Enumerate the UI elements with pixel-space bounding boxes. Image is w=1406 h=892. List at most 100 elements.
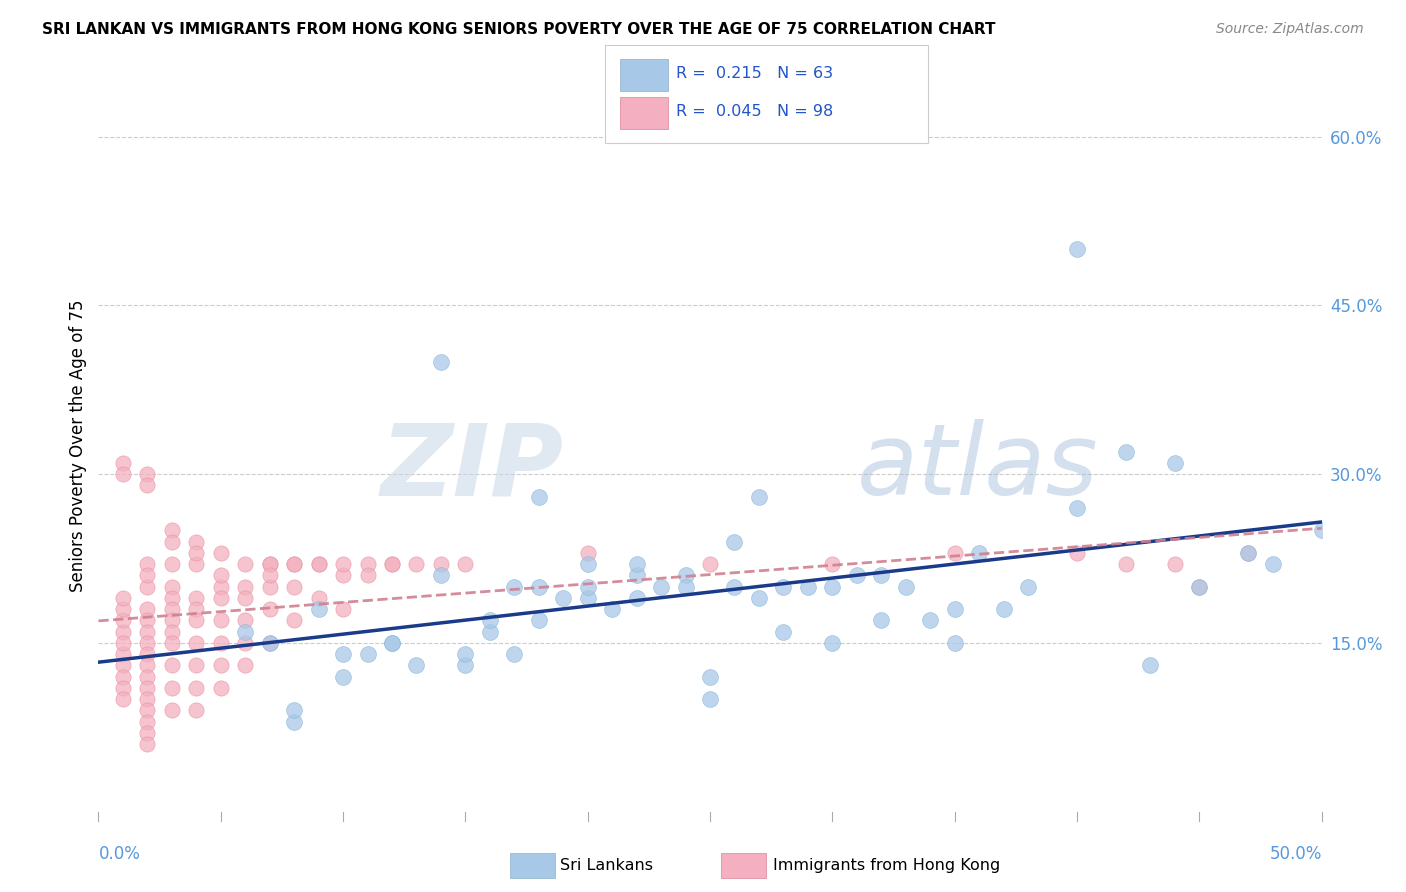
Point xyxy=(233,591,256,605)
Point xyxy=(209,658,232,673)
Point xyxy=(186,614,208,628)
Point xyxy=(111,624,134,639)
Point xyxy=(772,580,794,594)
Point xyxy=(478,614,501,628)
Point xyxy=(943,546,966,560)
Point xyxy=(1115,557,1137,571)
Point xyxy=(308,602,330,616)
Point xyxy=(160,614,183,628)
Point xyxy=(136,614,159,628)
Point xyxy=(381,557,404,571)
Point xyxy=(454,647,477,661)
Text: Source: ZipAtlas.com: Source: ZipAtlas.com xyxy=(1216,22,1364,37)
Point xyxy=(259,568,281,582)
Point xyxy=(967,546,990,560)
Point xyxy=(650,580,672,594)
Point xyxy=(259,636,281,650)
Point xyxy=(993,602,1015,616)
Point xyxy=(748,490,770,504)
Point xyxy=(111,591,134,605)
Point xyxy=(111,636,134,650)
Point xyxy=(503,580,526,594)
Point xyxy=(259,636,281,650)
Point xyxy=(186,557,208,571)
Point xyxy=(160,681,183,695)
Point xyxy=(308,557,330,571)
Point xyxy=(503,647,526,661)
Point xyxy=(283,703,305,717)
Point xyxy=(553,591,575,605)
Point xyxy=(723,580,745,594)
Point xyxy=(136,647,159,661)
Point xyxy=(136,602,159,616)
Point xyxy=(308,591,330,605)
Y-axis label: Seniors Poverty Over the Age of 75: Seniors Poverty Over the Age of 75 xyxy=(69,300,87,592)
Point xyxy=(111,658,134,673)
Point xyxy=(209,546,232,560)
Point xyxy=(699,557,721,571)
Point xyxy=(136,624,159,639)
Point xyxy=(405,557,427,571)
Point xyxy=(894,580,917,594)
Point xyxy=(136,670,159,684)
Point xyxy=(332,670,354,684)
Point xyxy=(356,557,378,571)
Point xyxy=(430,568,453,582)
Text: R =  0.045   N = 98: R = 0.045 N = 98 xyxy=(676,104,834,119)
Point xyxy=(1164,456,1187,470)
Point xyxy=(111,681,134,695)
Point xyxy=(160,580,183,594)
Point xyxy=(943,602,966,616)
Point xyxy=(259,557,281,571)
Point xyxy=(920,614,942,628)
Point xyxy=(186,546,208,560)
Point xyxy=(283,580,305,594)
Point xyxy=(1310,524,1333,538)
Point xyxy=(675,580,697,594)
Point xyxy=(283,557,305,571)
Point xyxy=(160,524,183,538)
Point xyxy=(259,602,281,616)
Point xyxy=(209,591,232,605)
Point xyxy=(430,354,453,368)
Point xyxy=(675,568,697,582)
Point xyxy=(1066,500,1088,515)
Point xyxy=(454,658,477,673)
Text: Sri Lankans: Sri Lankans xyxy=(560,858,652,872)
Point xyxy=(111,456,134,470)
Point xyxy=(160,591,183,605)
Point xyxy=(136,580,159,594)
Point xyxy=(1017,580,1039,594)
Point xyxy=(209,580,232,594)
Point xyxy=(527,580,550,594)
Point xyxy=(233,658,256,673)
Point xyxy=(454,557,477,571)
Point xyxy=(111,670,134,684)
Point xyxy=(381,636,404,650)
Point xyxy=(283,557,305,571)
Point xyxy=(1066,546,1088,560)
Point xyxy=(356,568,378,582)
Point xyxy=(1066,242,1088,256)
Point xyxy=(136,681,159,695)
Point xyxy=(772,624,794,639)
Text: SRI LANKAN VS IMMIGRANTS FROM HONG KONG SENIORS POVERTY OVER THE AGE OF 75 CORRE: SRI LANKAN VS IMMIGRANTS FROM HONG KONG … xyxy=(42,22,995,37)
Point xyxy=(576,546,599,560)
Point xyxy=(1139,658,1161,673)
Point xyxy=(478,624,501,639)
Point xyxy=(870,568,893,582)
Point xyxy=(136,692,159,706)
Point xyxy=(160,624,183,639)
Point xyxy=(186,534,208,549)
Point xyxy=(405,658,427,673)
Point xyxy=(111,614,134,628)
Point xyxy=(136,737,159,751)
Point xyxy=(233,624,256,639)
Point xyxy=(332,647,354,661)
Point xyxy=(233,580,256,594)
Point xyxy=(626,568,648,582)
Point xyxy=(626,557,648,571)
Point xyxy=(1237,546,1260,560)
Point xyxy=(233,614,256,628)
Point xyxy=(381,636,404,650)
